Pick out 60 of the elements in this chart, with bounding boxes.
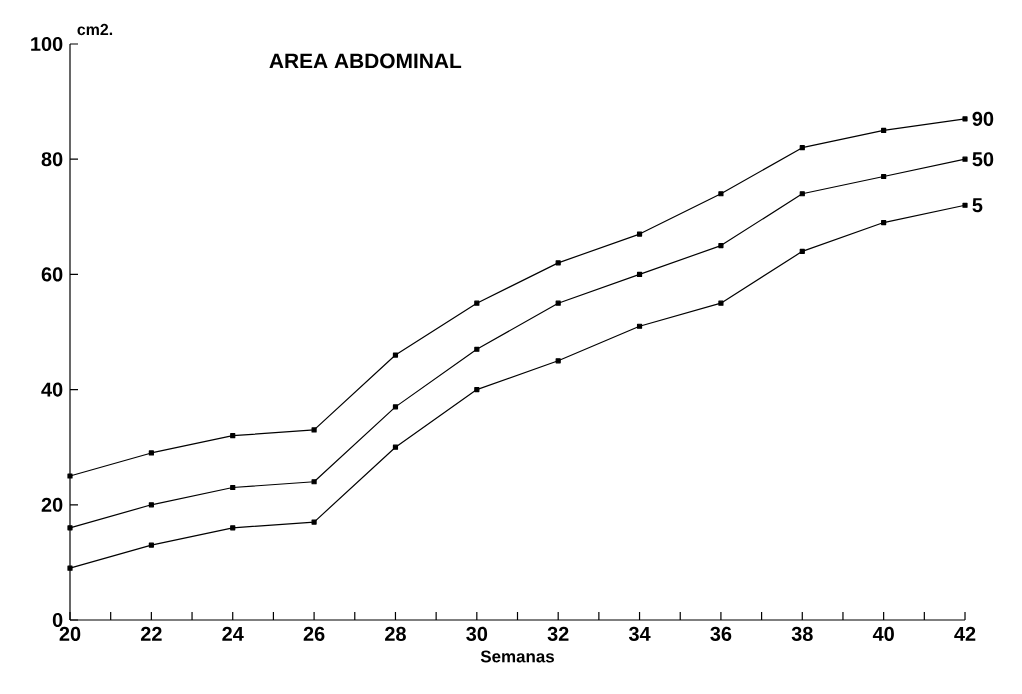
- point: [392, 352, 399, 358]
- point: [555, 358, 561, 364]
- point: [311, 427, 317, 433]
- point: [148, 502, 154, 508]
- x-tick-label: 26: [303, 626, 325, 641]
- point: [555, 300, 561, 306]
- y-tick-label: 20: [41, 497, 63, 512]
- point: [881, 173, 887, 180]
- point: [636, 231, 643, 237]
- point: [230, 525, 236, 531]
- point: [392, 404, 399, 410]
- point: [67, 473, 73, 479]
- point: [636, 323, 643, 329]
- point: [636, 271, 643, 277]
- point: [230, 433, 236, 439]
- x-tick-label: 40: [872, 626, 894, 641]
- point: [799, 191, 805, 197]
- x-axis-title: Semanas: [480, 650, 554, 663]
- point: [148, 542, 154, 548]
- chart-title: AREA ABDOMINAL: [269, 53, 462, 69]
- point: [881, 127, 887, 133]
- point: [311, 519, 317, 525]
- point: [392, 444, 399, 450]
- x-tick-label: 34: [628, 626, 651, 641]
- point: [718, 191, 724, 197]
- point: [881, 219, 887, 226]
- x-tick-label: 42: [954, 626, 976, 641]
- point: [474, 300, 480, 306]
- point: [718, 243, 724, 249]
- y-tick-label: 80: [41, 152, 63, 167]
- point: [799, 248, 805, 254]
- y-axis-title: cm2.: [77, 23, 113, 36]
- x-tick-label: 24: [222, 626, 244, 641]
- y-tick-label: 40: [41, 382, 63, 397]
- point: [230, 484, 236, 491]
- y-tick-label: 0: [52, 612, 63, 628]
- series-label: 5: [972, 198, 983, 213]
- x-tick-label: 32: [547, 626, 569, 641]
- point: [311, 479, 317, 485]
- point: [67, 525, 73, 531]
- point: [962, 202, 968, 208]
- point: [474, 387, 480, 393]
- point: [718, 300, 724, 306]
- point: [799, 145, 805, 151]
- point: [962, 156, 968, 162]
- x-tick-label: 30: [466, 626, 488, 641]
- y-tick-label: 60: [41, 267, 63, 282]
- x-tick-label: 28: [385, 626, 406, 641]
- point: [962, 116, 968, 122]
- x-tick-label: 38: [791, 626, 813, 641]
- point: [555, 260, 561, 266]
- point: [148, 450, 154, 456]
- y-tick-label: 100: [31, 36, 63, 52]
- x-tick-label: 36: [710, 626, 732, 641]
- series-label: 50: [972, 152, 994, 167]
- x-tick-label: 22: [140, 626, 162, 641]
- point: [67, 565, 73, 571]
- point: [474, 346, 480, 352]
- series-label: 90: [972, 111, 994, 126]
- x-tick-label: 20: [59, 626, 81, 641]
